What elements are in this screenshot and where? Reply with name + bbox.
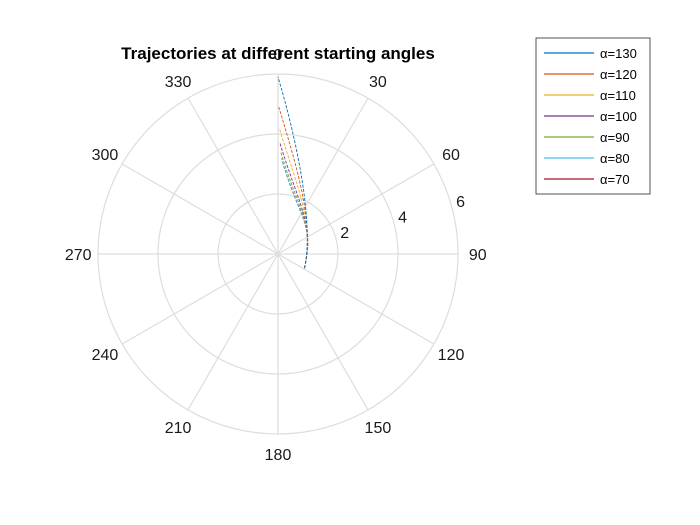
grid-spoke-330	[187, 97, 279, 255]
polar-grid	[97, 73, 459, 435]
r-tick-label: 2	[340, 225, 349, 242]
theta-tick-label: 0	[274, 47, 283, 64]
theta-tick-label: 180	[265, 447, 292, 464]
theta-tick-label: 240	[92, 347, 119, 364]
r-tick-label: 4	[398, 210, 407, 227]
tick-labels: 0 30 60 90 120 150 180 210 240 270 300 330 2 4 6	[65, 47, 487, 464]
legend-entry: α=90	[600, 130, 630, 145]
legend-entry: α=120	[600, 67, 637, 82]
legend-entry: α=100	[600, 109, 637, 124]
legend-entry: α=110	[600, 88, 636, 103]
grid-spoke-150	[277, 253, 369, 411]
grid-spoke-240	[121, 253, 279, 345]
chart-title: Trajectories at different starting angle…	[121, 44, 435, 63]
legend: α=130 α=120 α=110 α=100 α=90 α=80 α=70	[535, 37, 651, 195]
legend-entry: α=70	[600, 172, 630, 187]
theta-tick-label: 60	[442, 147, 460, 164]
legend-entry: α=80	[600, 151, 630, 166]
grid-spoke-210	[187, 253, 279, 411]
theta-tick-label: 210	[165, 420, 192, 437]
series-line	[278, 127, 308, 269]
grid-spoke-30	[277, 97, 369, 255]
theta-tick-label: 270	[65, 247, 92, 264]
series-group	[277, 76, 309, 269]
theta-tick-label: 120	[438, 347, 465, 364]
series-line	[280, 157, 309, 269]
r-tick-label: 6	[456, 194, 465, 211]
grid-spoke-60	[277, 163, 435, 255]
series-line	[277, 76, 308, 269]
grid-spoke-300	[121, 163, 279, 255]
theta-tick-label: 90	[469, 247, 487, 264]
theta-tick-label: 150	[365, 420, 392, 437]
theta-tick-label: 330	[165, 74, 192, 91]
grid-spoke-120	[277, 253, 435, 345]
theta-tick-label: 30	[369, 74, 387, 91]
theta-tick-label: 300	[92, 147, 119, 164]
legend-entry: α=130	[600, 46, 637, 61]
